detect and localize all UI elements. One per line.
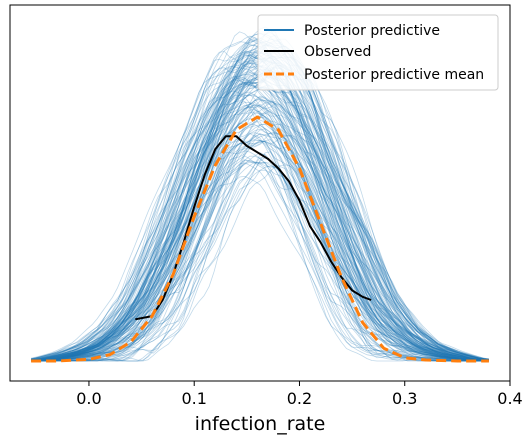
posterior-predictive-curve <box>31 159 489 362</box>
posterior-predictive-curve <box>31 104 489 362</box>
x-axis-label: infection_rate <box>195 413 326 435</box>
posterior-predictive-curve <box>31 133 489 362</box>
posterior-predictive-curve <box>31 132 489 362</box>
posterior-predictive-curve <box>31 99 489 362</box>
posterior-predictive-curve <box>31 95 489 362</box>
posterior-predictive-curve <box>31 109 489 362</box>
legend-label-posterior-predictive-mean: Posterior predictive mean <box>304 67 484 83</box>
posterior-predictive-curve <box>31 108 489 362</box>
posterior-predictive-curve <box>31 140 489 362</box>
posterior-predictive-curve <box>31 156 489 362</box>
posterior-predictive-curve <box>31 121 489 362</box>
posterior-predictive-curve <box>31 100 489 362</box>
posterior-predictive-curve <box>31 110 489 362</box>
x-tick-label: 0.4 <box>497 389 522 408</box>
posterior-predictive-curve <box>31 102 489 362</box>
posterior-predictive-curve <box>31 104 489 362</box>
posterior-predictive-curve <box>31 101 489 362</box>
posterior-predictive-curve <box>31 124 489 362</box>
posterior-predictive-curve <box>31 103 489 362</box>
posterior-predictive-curve <box>31 123 489 362</box>
posterior-predictive-curve <box>31 104 489 362</box>
posterior-predictive-curve <box>31 90 489 362</box>
posterior-predictive-curve <box>31 94 489 362</box>
posterior-predictive-curve <box>31 98 489 362</box>
posterior-predictive-curve <box>31 137 489 362</box>
x-tick-label: 0.0 <box>76 389 101 408</box>
posterior-predictive-curve <box>31 112 489 362</box>
posterior-predictive-curve <box>31 94 489 362</box>
x-tick-label: 0.3 <box>392 389 417 408</box>
posterior-predictive-curve <box>31 100 489 362</box>
posterior-predictive-curve <box>31 128 489 362</box>
posterior-predictive-curve <box>31 82 489 362</box>
posterior-predictive-curve <box>31 112 489 362</box>
posterior-predictive-curve <box>31 150 489 362</box>
posterior-predictive-curve <box>31 106 489 362</box>
posterior-predictive-curve <box>31 123 489 362</box>
posterior-predictive-curve <box>31 151 489 362</box>
observed-line <box>135 135 372 321</box>
legend-label-observed: Observed <box>304 44 371 60</box>
posterior-predictive-curve <box>31 96 489 362</box>
posterior-predictive-mean-line <box>31 115 489 363</box>
posterior-predictive-curve <box>31 99 489 362</box>
posterior-predictive-curve <box>31 91 489 362</box>
x-axis-ticks: 0.0 0.1 0.2 0.3 0.4 <box>76 381 523 408</box>
posterior-predictive-curve <box>31 115 489 362</box>
legend-label-posterior-predictive: Posterior predictive <box>304 23 440 39</box>
posterior-predictive-curve <box>31 165 489 362</box>
posterior-predictive-curve <box>31 132 489 362</box>
legend: Posterior predictive Observed Posterior … <box>257 14 499 91</box>
posterior-predictive-curve <box>31 101 489 362</box>
posterior-predictive-curve <box>31 123 489 362</box>
x-tick-label: 0.1 <box>181 389 206 408</box>
posterior-predictive-curve <box>31 134 489 362</box>
posterior-predictive-curve <box>31 103 489 362</box>
posterior-predictive-curve <box>31 94 489 362</box>
posterior-predictive-curve <box>31 78 489 362</box>
x-tick-label: 0.2 <box>287 389 312 408</box>
posterior-predictive-curve <box>31 155 489 362</box>
posterior-predictive-curve <box>31 164 489 362</box>
series-lines <box>31 115 489 363</box>
posterior-predictive-curve <box>31 139 489 362</box>
legend-box <box>257 14 499 91</box>
posterior-predictive-curve <box>31 133 489 362</box>
